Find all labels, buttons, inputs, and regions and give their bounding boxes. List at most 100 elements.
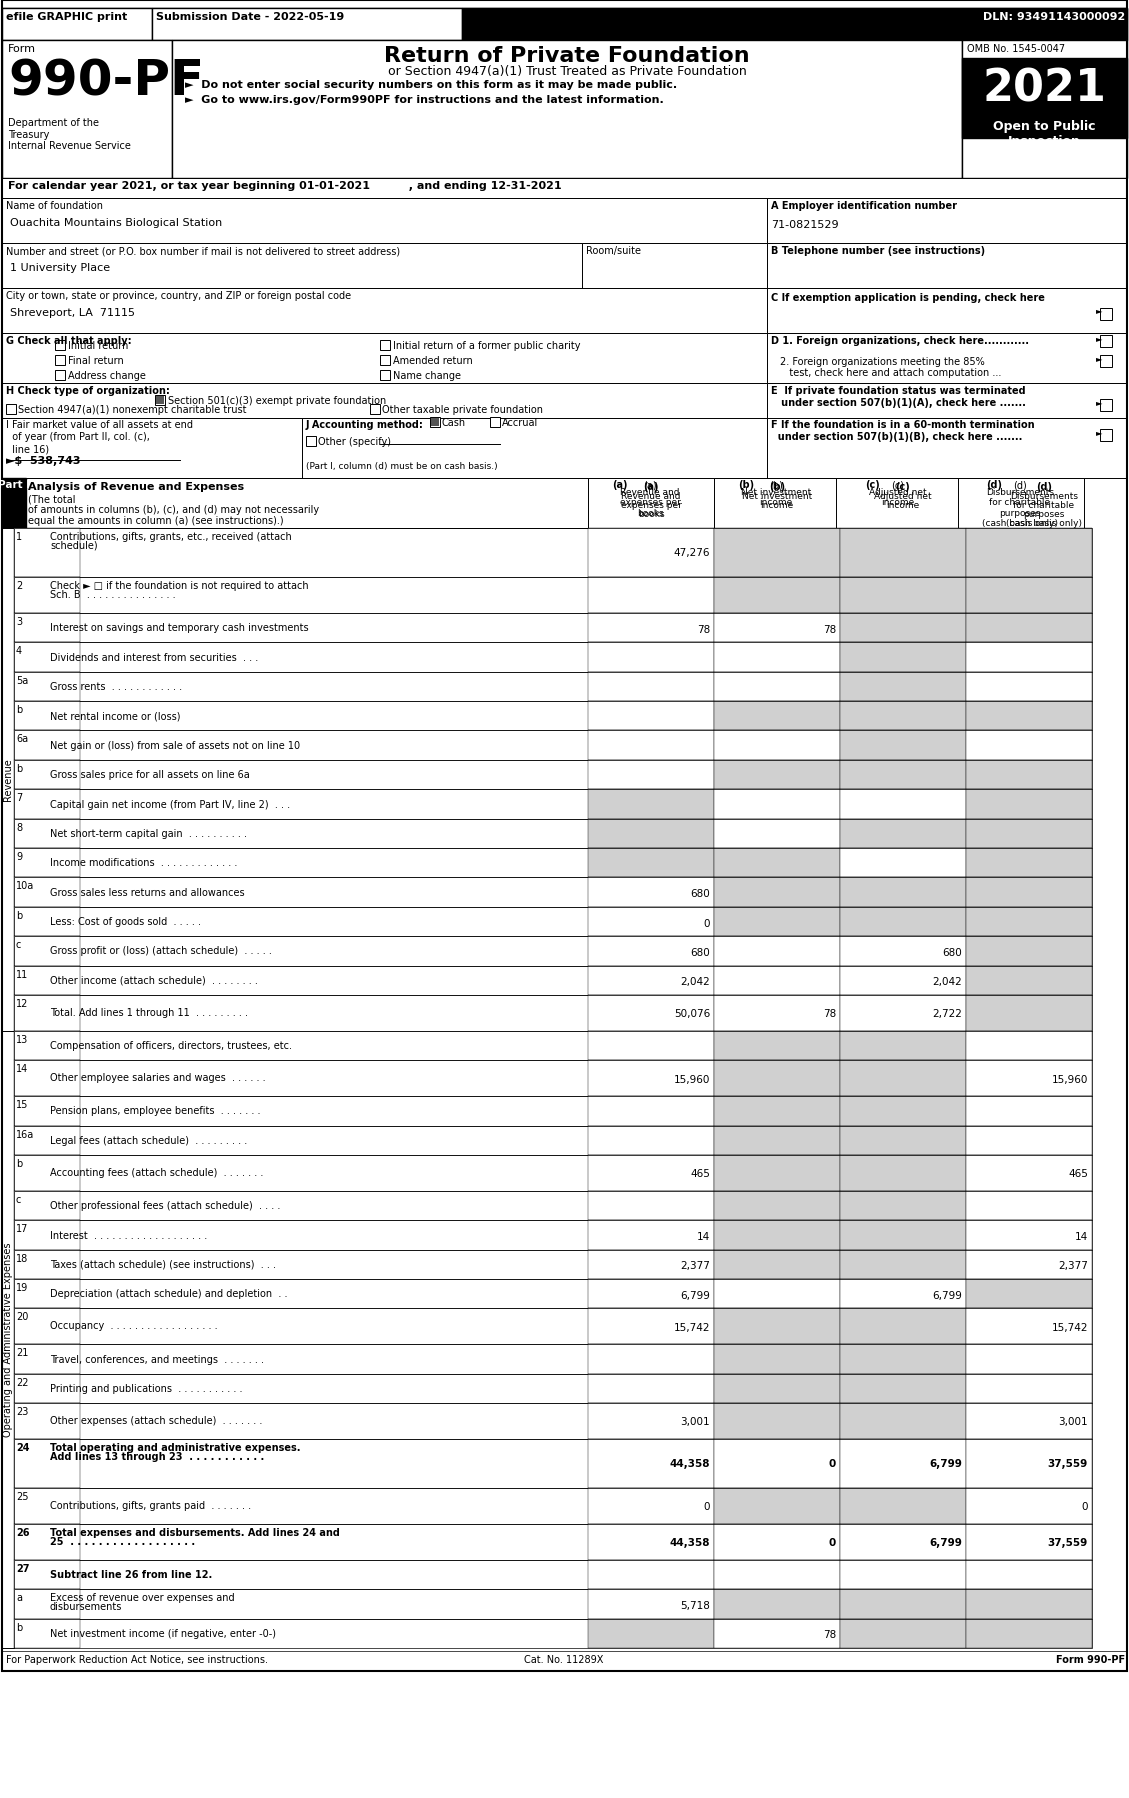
Text: Net investment income (if negative, enter -0-): Net investment income (if negative, ente… <box>50 1629 275 1640</box>
Bar <box>14 1561 1092 1589</box>
Bar <box>588 1030 714 1061</box>
Text: (Part I, column (d) must be on cash basis.): (Part I, column (d) must be on cash basi… <box>306 462 498 471</box>
Bar <box>14 877 1092 906</box>
Bar <box>14 1402 1092 1438</box>
Bar <box>14 730 80 761</box>
Bar <box>588 1589 714 1618</box>
Text: Contributions, gifts, grants paid  . . . . . . .: Contributions, gifts, grants paid . . . … <box>50 1501 251 1510</box>
Text: ►: ► <box>1096 306 1103 315</box>
Bar <box>714 966 840 994</box>
Text: under section 507(b)(1)(B), check here .......: under section 507(b)(1)(B), check here .… <box>771 432 1023 442</box>
Text: 71-0821529: 71-0821529 <box>771 219 839 230</box>
Text: Taxes (attach schedule) (see instructions)  . . .: Taxes (attach schedule) (see instruction… <box>50 1260 275 1269</box>
Bar <box>14 1309 80 1345</box>
Bar <box>14 1589 1092 1618</box>
Text: 2: 2 <box>16 581 23 592</box>
Bar <box>714 1278 840 1309</box>
Text: 2,042: 2,042 <box>681 978 710 987</box>
Bar <box>840 1309 966 1345</box>
Bar <box>840 1618 966 1649</box>
Text: 78: 78 <box>823 1009 835 1019</box>
Bar <box>14 1221 80 1250</box>
Bar <box>583 243 767 288</box>
Text: 6,799: 6,799 <box>680 1291 710 1300</box>
Bar <box>714 730 840 761</box>
Text: 17: 17 <box>16 1224 28 1233</box>
Text: 465: 465 <box>690 1169 710 1179</box>
Text: 22: 22 <box>16 1377 28 1388</box>
Bar <box>588 613 714 642</box>
Text: Total. Add lines 1 through 11  . . . . . . . . .: Total. Add lines 1 through 11 . . . . . … <box>50 1007 248 1018</box>
Bar <box>966 701 1092 730</box>
Bar <box>714 577 840 613</box>
Text: (d): (d) <box>986 480 1003 491</box>
Text: under section 507(b)(1)(A), check here .......: under section 507(b)(1)(A), check here .… <box>771 397 1026 408</box>
Bar <box>14 1345 80 1374</box>
Text: 2. Foreign organizations meeting the 85%: 2. Foreign organizations meeting the 85% <box>780 358 984 367</box>
Bar <box>462 7 1127 40</box>
Text: Gross profit or (loss) (attach schedule)  . . . . .: Gross profit or (loss) (attach schedule)… <box>50 946 272 957</box>
Bar <box>1100 307 1112 320</box>
Bar <box>14 1030 1092 1061</box>
Bar <box>966 1374 1092 1402</box>
Bar <box>588 1154 714 1190</box>
Bar <box>14 701 1092 730</box>
Bar <box>1100 399 1112 412</box>
Bar <box>714 1489 840 1525</box>
Text: c: c <box>16 1196 21 1205</box>
Bar <box>14 1438 80 1489</box>
Text: Gross sales less returns and allowances: Gross sales less returns and allowances <box>50 888 245 897</box>
Text: 37,559: 37,559 <box>1048 1539 1088 1548</box>
Text: Net gain or (loss) from sale of assets not on line 10: Net gain or (loss) from sale of assets n… <box>50 741 300 752</box>
Text: 5,718: 5,718 <box>680 1600 710 1611</box>
Bar <box>301 417 767 478</box>
Bar <box>14 906 80 937</box>
Text: Less: Cost of goods sold  . . . . .: Less: Cost of goods sold . . . . . <box>50 917 201 928</box>
Bar <box>588 966 714 994</box>
Bar <box>966 849 1092 877</box>
Bar <box>156 396 164 405</box>
Text: Shreveport, LA  71115: Shreveport, LA 71115 <box>10 307 135 318</box>
Text: Revenue and
expenses per
books: Revenue and expenses per books <box>620 487 681 518</box>
Text: ►: ► <box>1096 354 1103 363</box>
Bar <box>588 642 714 672</box>
Text: Initial return of a former public charity: Initial return of a former public charit… <box>393 342 580 351</box>
Bar <box>840 1097 966 1126</box>
Text: Adjusted net: Adjusted net <box>874 493 931 502</box>
Bar <box>962 40 1127 178</box>
Bar <box>14 1250 80 1278</box>
Bar <box>14 1438 1092 1489</box>
Bar <box>14 937 80 966</box>
Bar <box>840 761 966 789</box>
Text: Total operating and administrative expenses.: Total operating and administrative expen… <box>50 1444 300 1453</box>
Bar <box>840 1061 966 1097</box>
Bar <box>588 937 714 966</box>
Text: Section 501(c)(3) exempt private foundation: Section 501(c)(3) exempt private foundat… <box>168 396 386 406</box>
Bar <box>714 1345 840 1374</box>
Bar <box>714 1438 840 1489</box>
Bar <box>840 1126 966 1154</box>
Bar <box>966 1250 1092 1278</box>
Bar <box>840 1278 966 1309</box>
Bar <box>14 818 80 849</box>
Bar <box>588 1278 714 1309</box>
Text: a: a <box>16 1593 21 1604</box>
Bar <box>14 906 1092 937</box>
Bar <box>14 1525 1092 1561</box>
Text: 25  . . . . . . . . . . . . . . . . . .: 25 . . . . . . . . . . . . . . . . . . <box>50 1537 195 1546</box>
Text: purposes: purposes <box>1023 511 1065 520</box>
Text: 6,799: 6,799 <box>929 1458 962 1469</box>
Text: Legal fees (attach schedule)  . . . . . . . . .: Legal fees (attach schedule) . . . . . .… <box>50 1136 247 1145</box>
Bar <box>966 877 1092 906</box>
Text: 3: 3 <box>16 617 23 628</box>
Text: test, check here and attach computation ...: test, check here and attach computation … <box>780 369 1001 378</box>
Text: (The total: (The total <box>28 494 76 503</box>
Bar <box>840 994 966 1030</box>
Text: 10a: 10a <box>16 881 34 892</box>
Bar <box>14 994 1092 1030</box>
Bar <box>840 1489 966 1525</box>
Bar <box>588 1190 714 1221</box>
Text: 19: 19 <box>16 1284 28 1293</box>
Text: Cat. No. 11289X: Cat. No. 11289X <box>524 1654 604 1665</box>
Text: or Section 4947(a)(1) Trust Treated as Private Foundation: or Section 4947(a)(1) Trust Treated as P… <box>387 65 746 77</box>
